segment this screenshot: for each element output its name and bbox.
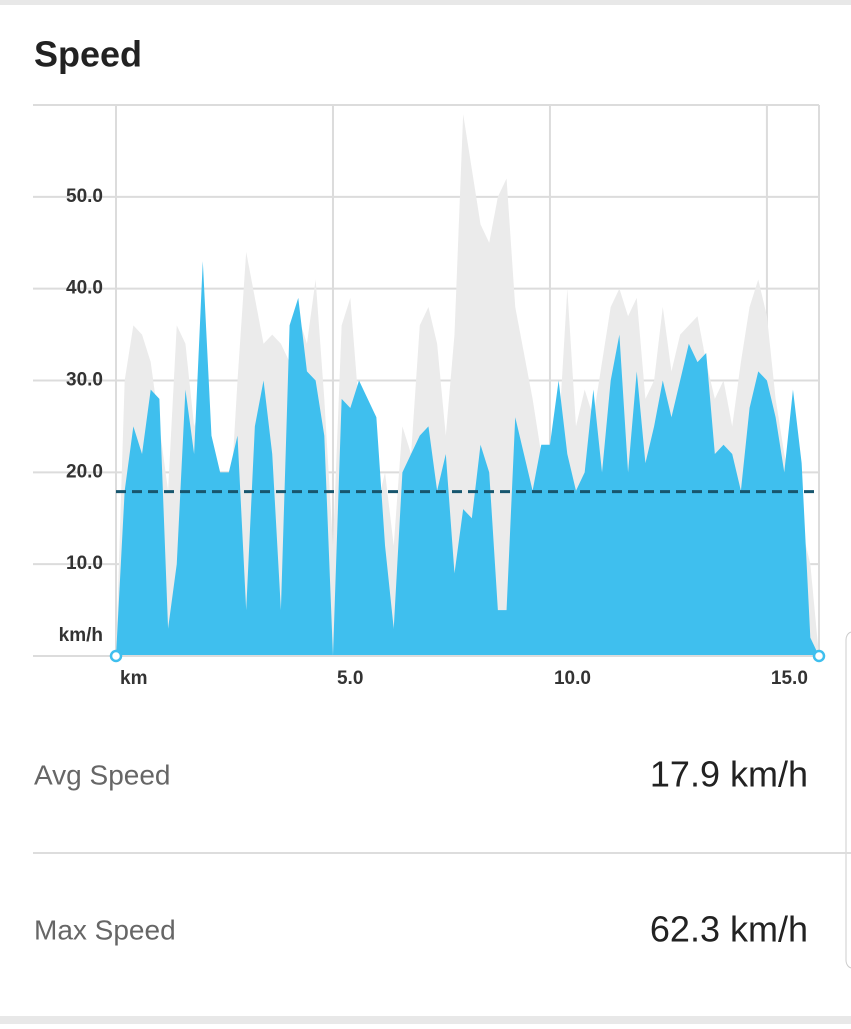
area (116, 261, 819, 656)
x-unit-label: km (120, 668, 147, 689)
stat-label: Max Speed (34, 914, 176, 945)
stat-value: 17.9 km/h (650, 754, 808, 795)
stat-value: 62.3 km/h (650, 909, 808, 950)
bottom-bar (0, 1016, 851, 1024)
title: Speed (34, 34, 142, 75)
y-unit-label: km/h (59, 625, 103, 646)
x-tick-label: 5.0 (337, 668, 363, 689)
stat-label: Avg Speed (34, 759, 171, 790)
scroll-indicator (845, 631, 851, 969)
endpoint (109, 649, 123, 663)
y-tick-label: 10.0 (66, 553, 103, 574)
y-tick-label: 20.0 (66, 461, 103, 482)
y-tick-label: 30.0 (66, 370, 103, 391)
y-tick-label: 40.0 (66, 278, 103, 299)
y-tick-label: 50.0 (66, 186, 103, 207)
endpoint (812, 649, 826, 663)
chart: 10.0 20.0 30.0 40.0 50.0 5.0 10.0 15.0 km/h km (33, 104, 826, 689)
top-bar (0, 0, 851, 5)
x-tick-label: 15.0 (771, 668, 808, 689)
x-tick-label: 10.0 (554, 668, 591, 689)
